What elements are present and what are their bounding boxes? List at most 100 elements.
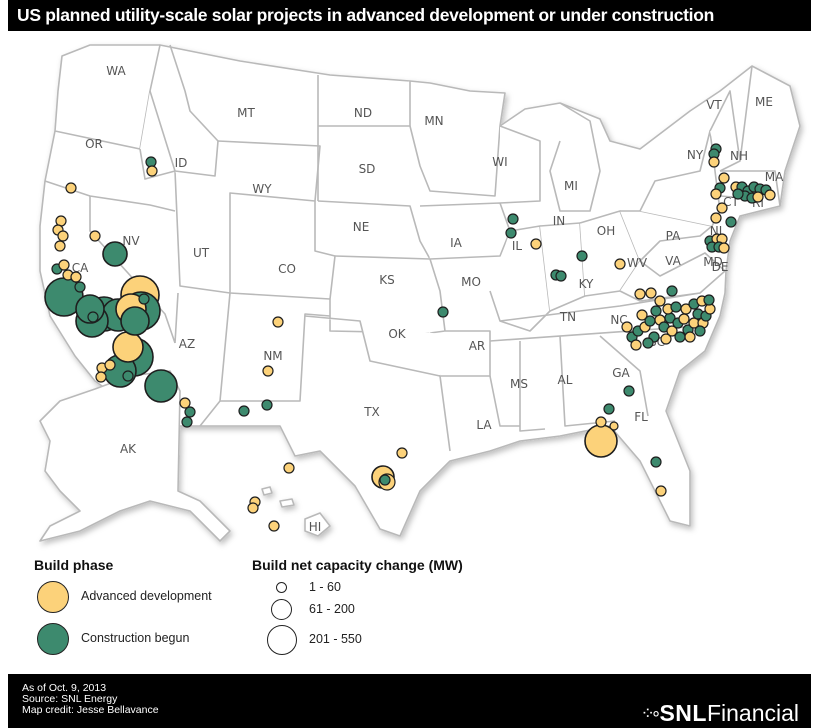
project-marker-advanced [54, 240, 66, 252]
state-label-co: CO [278, 262, 296, 276]
state-label-hi: HI [309, 520, 322, 534]
hawaii-outline [304, 512, 331, 537]
project-marker-construction [576, 250, 588, 262]
state-label-ga: GA [612, 366, 630, 380]
project-marker-advanced [630, 339, 642, 351]
state-label-pa: PA [666, 229, 681, 243]
border-az-nv [174, 292, 179, 344]
state-label-la: LA [476, 418, 492, 432]
snl-financial-logo: ⁘∘SNLFinancial [641, 700, 799, 727]
project-marker-advanced [89, 230, 101, 242]
footer: As of Oct. 9, 2013 Source: SNL Energy Ma… [8, 674, 811, 728]
size-swatch-medium [271, 599, 292, 620]
project-marker-advanced [268, 520, 280, 532]
state-label-il: IL [512, 239, 523, 253]
state-label-mo: MO [461, 275, 481, 289]
state-label-ma: MA [765, 170, 784, 184]
border-mn [409, 125, 501, 197]
legend: Build phase Advanced development Constru… [0, 551, 818, 671]
state-label-or: OR [85, 137, 103, 151]
project-marker-advanced [708, 156, 720, 168]
project-marker-advanced [684, 331, 696, 343]
map-credit: Map credit: Jesse Bellavance [22, 704, 159, 716]
capacity-title: Build net capacity change (MW) [252, 557, 463, 573]
state-label-wi: WI [492, 155, 507, 169]
project-marker-advanced [614, 258, 626, 270]
project-marker-advanced [530, 238, 542, 250]
project-marker-construction [122, 370, 134, 382]
project-marker-advanced [718, 172, 730, 184]
project-marker-construction [666, 285, 678, 297]
state-label-ar: AR [469, 339, 486, 353]
project-marker-advanced [179, 397, 191, 409]
state-label-mn: MN [424, 114, 443, 128]
border-nm [220, 313, 331, 402]
project-marker-advanced [396, 447, 408, 459]
hawaii-island [261, 486, 273, 496]
border-ms [489, 375, 520, 427]
state-label-ne: NE [353, 220, 370, 234]
project-marker-construction [674, 331, 686, 343]
project-marker-construction [725, 216, 737, 228]
project-marker-advanced [654, 295, 666, 307]
project-marker-construction [650, 305, 662, 317]
state-label-va: VA [665, 254, 681, 268]
border-va-wv [619, 252, 726, 302]
project-marker-advanced [634, 288, 646, 300]
state-label-nh: NH [730, 149, 748, 163]
build-phase-title: Build phase [34, 557, 114, 573]
border-me [739, 65, 753, 162]
project-marker-advanced [247, 502, 259, 514]
project-marker-construction [181, 416, 193, 428]
state-label-nm: NM [263, 349, 282, 363]
project-marker-construction [703, 294, 715, 306]
state-label-wv: WV [627, 256, 648, 270]
project-marker-advanced [609, 421, 619, 431]
project-marker-construction [102, 241, 128, 267]
border-mt [169, 44, 219, 142]
state-label-ak: AK [120, 442, 137, 456]
project-markers [44, 143, 776, 532]
swatch-advanced-development [37, 581, 69, 613]
state-label-wy: WY [252, 182, 272, 196]
border-tx-la [439, 375, 451, 452]
size-label-large: 201 - 550 [309, 632, 362, 646]
project-marker-advanced [764, 189, 776, 201]
project-marker-advanced [660, 333, 672, 345]
project-marker-construction [670, 301, 682, 313]
project-marker-advanced [70, 271, 82, 283]
project-marker-advanced [666, 325, 678, 337]
state-label-ms: MS [510, 377, 528, 391]
project-marker-advanced [272, 316, 284, 328]
project-marker-construction [650, 456, 662, 468]
state-label-tx: TX [363, 405, 380, 419]
border-wi [499, 125, 541, 204]
state-label-md: MD [703, 255, 723, 269]
state-label-in: IN [553, 214, 566, 228]
border-pa [620, 210, 713, 262]
project-marker-construction [603, 403, 615, 415]
project-marker-advanced [283, 462, 295, 474]
state-shapes [39, 44, 801, 542]
border-sd-ne [317, 200, 431, 260]
state-label-ia: IA [450, 236, 463, 250]
us-map: WA MT ND MN OR ID SD WY WI MI NY ME VT NH MA CT RI PA NJ MD… [0, 31, 818, 551]
project-marker-construction [184, 406, 196, 418]
border-ks-mo [334, 255, 446, 334]
state-label-nd: ND [354, 106, 372, 120]
state-label-ky: KY [579, 277, 594, 291]
project-marker-advanced [262, 365, 274, 377]
size-label-small: 1 - 60 [309, 580, 341, 594]
project-marker-construction [74, 281, 86, 293]
state-label-nv: NV [122, 234, 140, 248]
size-swatch-small [276, 582, 287, 593]
legend-label-advanced: Advanced development [81, 589, 212, 603]
project-marker-construction [138, 293, 150, 305]
brand-regular: Financial [706, 700, 799, 726]
project-marker-advanced [645, 287, 657, 299]
project-marker-advanced [680, 303, 692, 315]
state-label-de: DE [712, 260, 729, 274]
project-marker-construction [437, 306, 449, 318]
border-ia [419, 202, 511, 260]
